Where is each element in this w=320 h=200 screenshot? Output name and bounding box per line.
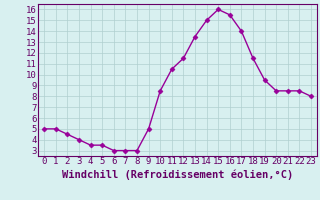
X-axis label: Windchill (Refroidissement éolien,°C): Windchill (Refroidissement éolien,°C)	[62, 169, 293, 180]
